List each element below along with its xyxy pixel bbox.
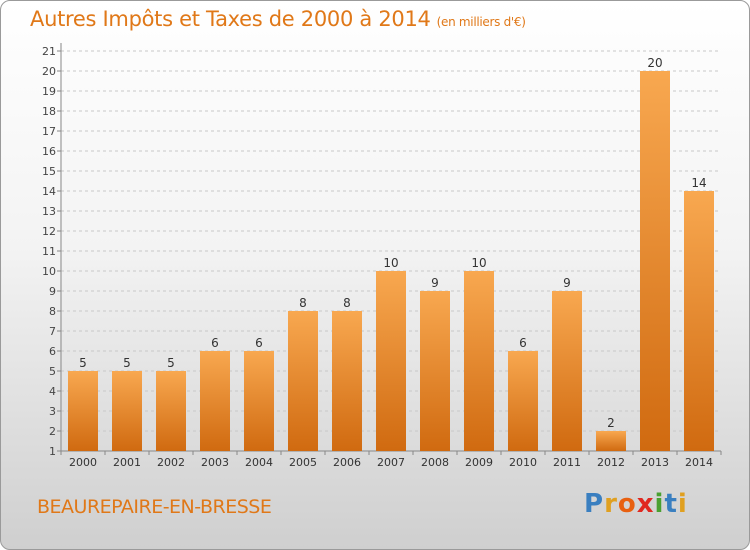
x-tick-label: 2006	[333, 456, 361, 469]
y-tick-label: 7	[49, 325, 56, 338]
bar-2003	[200, 351, 230, 451]
y-tick-label: 15	[42, 165, 56, 178]
data-label: 5	[167, 356, 175, 370]
bar-2007	[376, 271, 406, 451]
logo-letter: x	[636, 489, 655, 519]
data-label: 8	[299, 296, 307, 310]
x-tick-labels: 2000 2001 2002 2003 2004 2005 2006 2007 2008 2009…	[69, 456, 713, 469]
y-tick-label: 20	[42, 65, 56, 78]
proxiti-logo: Proxiti	[584, 489, 688, 519]
y-tick-label: 3	[49, 405, 56, 418]
chart-unit-subtitle: (en milliers d'€)	[436, 15, 526, 29]
data-label: 20	[647, 56, 662, 70]
bar-2011	[552, 291, 582, 451]
logo-letter: o	[617, 489, 637, 519]
chart-title: Autres Impôts et Taxes de 2000 à 2014 (en…	[30, 7, 526, 31]
x-tick-label: 2012	[597, 456, 625, 469]
data-label: 6	[255, 336, 263, 350]
y-tick-label: 10	[42, 265, 56, 278]
x-tick-label: 2005	[289, 456, 317, 469]
x-tick-label: 2014	[685, 456, 713, 469]
logo-letter: r	[604, 489, 618, 519]
logo-letter: P	[584, 489, 605, 519]
bars	[68, 71, 714, 451]
data-label: 2	[607, 416, 615, 430]
y-tick-label: 1	[49, 445, 56, 458]
y-tick-label: 2	[49, 425, 56, 438]
data-label: 10	[383, 256, 398, 270]
bar-2002	[156, 371, 186, 451]
x-tick-label: 2003	[201, 456, 229, 469]
y-tick-label: 5	[49, 365, 56, 378]
y-tick-label: 16	[42, 145, 56, 158]
bar-2004	[244, 351, 274, 451]
data-label: 6	[211, 336, 219, 350]
x-tick-label: 2001	[113, 456, 141, 469]
x-tick-label: 2010	[509, 456, 537, 469]
commune-name: BEAUREPAIRE-EN-BRESSE	[37, 496, 272, 518]
data-label: 5	[123, 356, 131, 370]
data-label: 9	[563, 276, 571, 290]
y-tick-label: 19	[42, 85, 56, 98]
x-tick-label: 2009	[465, 456, 493, 469]
y-tick-label: 21	[42, 45, 56, 58]
data-label: 9	[431, 276, 439, 290]
y-tick-label: 4	[49, 385, 56, 398]
data-label: 14	[691, 176, 706, 190]
bar-2012	[596, 431, 626, 451]
x-tick-label: 2011	[553, 456, 581, 469]
bar-2005	[288, 311, 318, 451]
data-label: 8	[343, 296, 351, 310]
bar-2008	[420, 291, 450, 451]
bar-2014	[684, 191, 714, 451]
bar-2006	[332, 311, 362, 451]
logo-letter: i	[677, 489, 688, 519]
y-tick-label: 13	[42, 205, 56, 218]
y-tick-label: 12	[42, 225, 56, 238]
y-tick-label: 18	[42, 105, 56, 118]
y-tick-label: 14	[42, 185, 56, 198]
x-tick-label: 2004	[245, 456, 273, 469]
data-labels: 5 5 5 6 6 8 8 10 9 10 6 9 2 20 14	[79, 56, 706, 430]
x-tick-label: 2000	[69, 456, 97, 469]
data-label: 6	[519, 336, 527, 350]
chart-title-text: Autres Impôts et Taxes de 2000 à 2014	[30, 7, 431, 31]
logo-letter: i	[654, 489, 665, 519]
x-tick-label: 2013	[641, 456, 669, 469]
bar-2009	[464, 271, 494, 451]
data-label: 10	[471, 256, 486, 270]
bar-2001	[112, 371, 142, 451]
logo-letter: t	[664, 489, 678, 519]
y-tick-label: 9	[49, 285, 56, 298]
bar-2000	[68, 371, 98, 451]
y-tick-label: 8	[49, 305, 56, 318]
x-tick-label: 2002	[157, 456, 185, 469]
bar-2010	[508, 351, 538, 451]
y-tick-label: 11	[42, 245, 56, 258]
x-tick-label: 2007	[377, 456, 405, 469]
y-tick-label: 6	[49, 345, 56, 358]
y-tick-label: 17	[42, 125, 56, 138]
x-tick-label: 2008	[421, 456, 449, 469]
bar-2013	[640, 71, 670, 451]
data-label: 5	[79, 356, 87, 370]
